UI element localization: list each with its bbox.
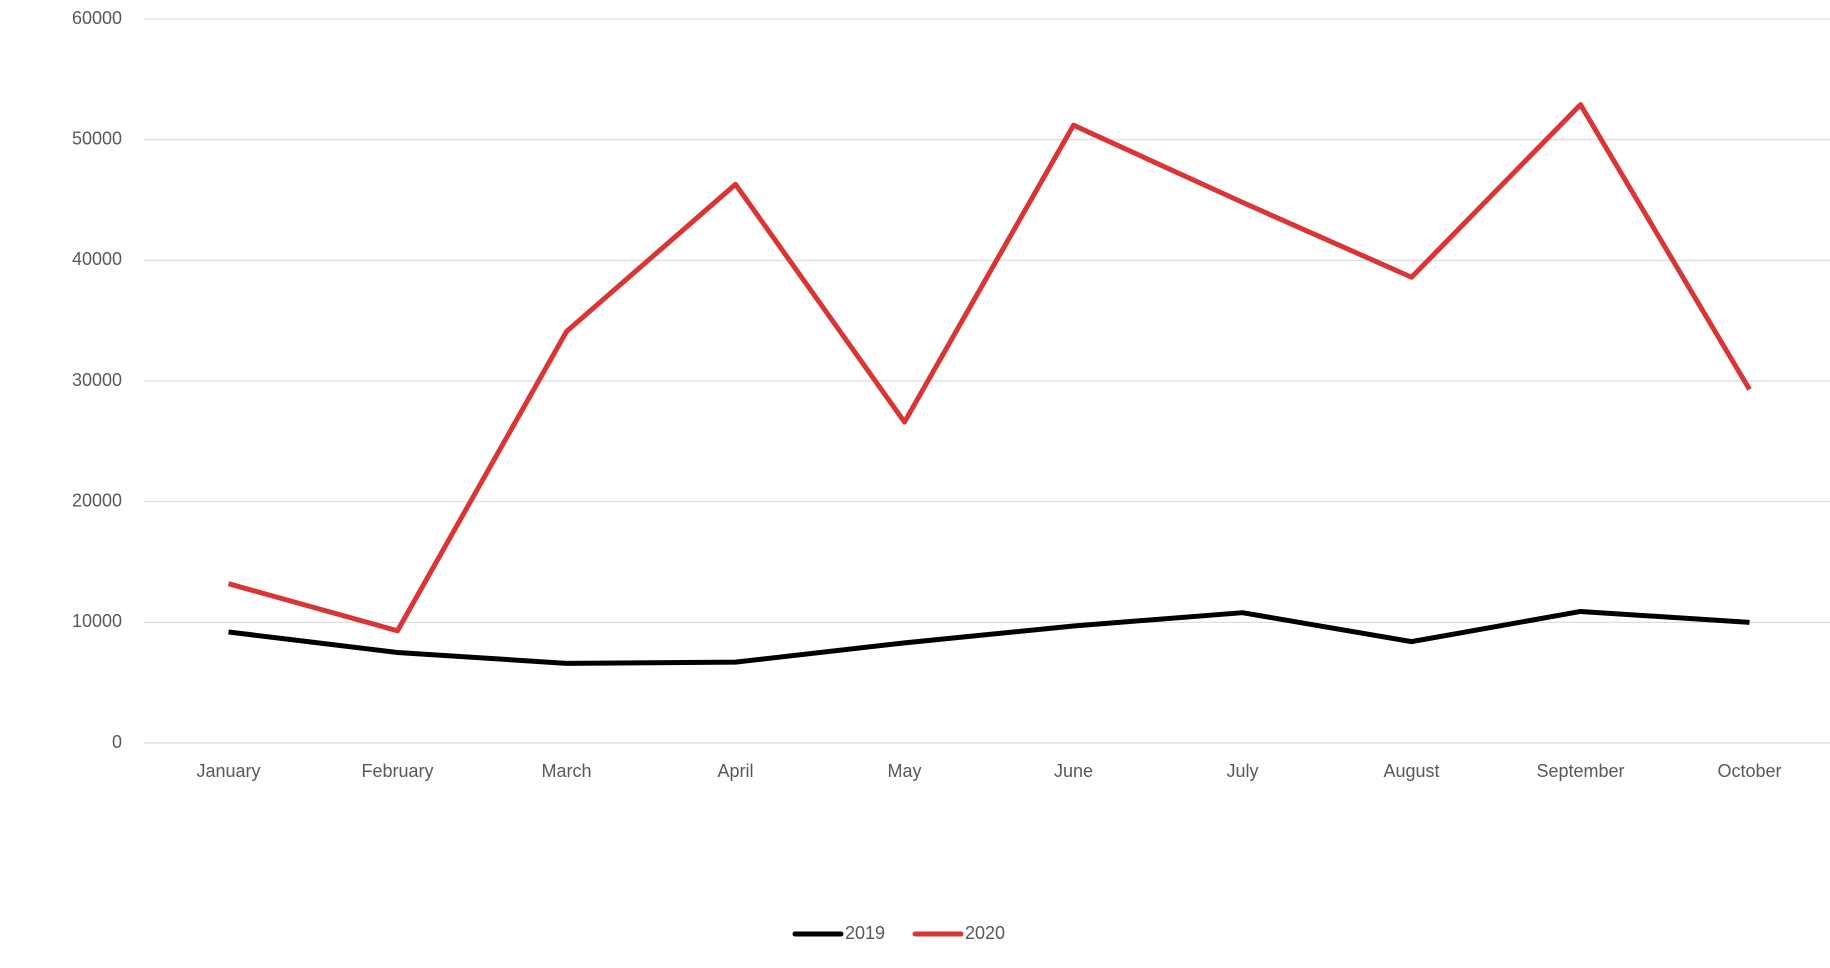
series-line [228,608,1750,666]
x-tick-label: May [887,761,921,781]
x-tick-label: March [541,761,591,781]
x-tick-label: July [1226,761,1258,781]
series-line [227,102,1752,634]
y-tick-label: 30000 [72,370,122,390]
x-tick-label: April [717,761,753,781]
y-tick-label: 20000 [72,490,122,510]
x-tick-label: September [1536,761,1624,781]
x-tick-label: October [1717,761,1781,781]
y-tick-label: 40000 [72,249,122,269]
x-tick-label: February [361,761,433,781]
x-tick-label: January [196,761,260,781]
y-tick-label: 50000 [72,128,122,148]
y-tick-label: 60000 [72,8,122,28]
x-tick-label: August [1383,761,1439,781]
legend-label: 2019 [845,923,885,943]
legend-label: 2020 [965,923,1005,943]
x-tick-label: June [1054,761,1093,781]
y-tick-label: 0 [112,732,122,752]
y-tick-label: 10000 [72,611,122,631]
